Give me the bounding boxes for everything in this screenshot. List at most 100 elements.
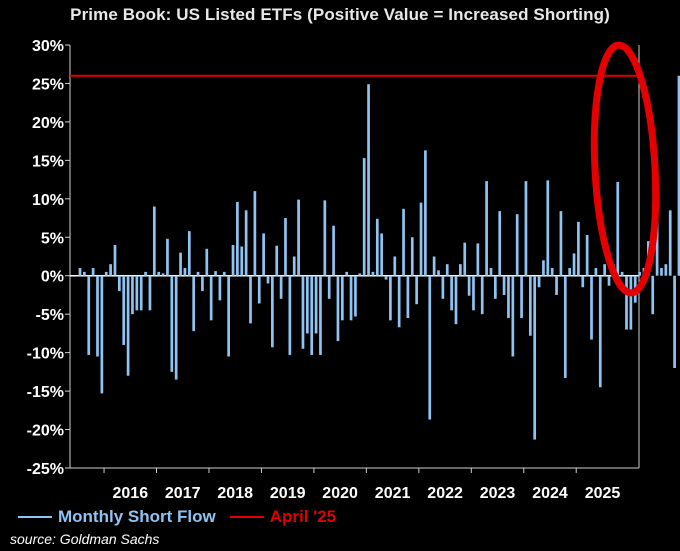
legend-label-monthly-short-flow: Monthly Short Flow xyxy=(58,507,216,526)
bar xyxy=(297,199,300,276)
bar xyxy=(236,201,239,276)
bar xyxy=(192,275,196,332)
bar xyxy=(161,273,165,276)
bar xyxy=(616,181,620,276)
y-tick-label: -25% xyxy=(27,461,64,478)
legend-label-april-25: April '25 xyxy=(269,507,337,526)
bar xyxy=(437,270,440,276)
bar xyxy=(594,268,598,276)
y-tick-label: -20% xyxy=(27,423,64,440)
bar xyxy=(196,271,200,276)
bar xyxy=(279,275,283,299)
bar xyxy=(144,271,147,276)
axis-layer: 30% 25% 20% 15% 10% 5% 0% -5% -10% -15% -20% -25% 20… xyxy=(27,38,640,502)
bar xyxy=(262,233,265,276)
bar xyxy=(384,275,388,280)
bar xyxy=(450,275,453,311)
bar xyxy=(354,275,357,317)
bar xyxy=(332,225,335,276)
bar xyxy=(389,275,392,321)
bar xyxy=(118,275,121,292)
bar xyxy=(301,275,305,349)
bar xyxy=(91,268,95,276)
bar xyxy=(209,275,213,321)
legend: Monthly Short Flow April '25 xyxy=(18,506,350,528)
bar xyxy=(406,275,410,319)
x-tick-label: 2022 xyxy=(427,485,463,502)
bar xyxy=(441,275,445,299)
bar xyxy=(668,210,672,276)
bar xyxy=(677,75,680,276)
bar xyxy=(598,275,602,388)
y-tick-label: 25% xyxy=(32,76,64,93)
chart-title: Prime Book: US Listed ETFs (Positive Val… xyxy=(70,5,610,24)
bar xyxy=(288,275,292,355)
bar xyxy=(179,252,182,276)
bar xyxy=(520,275,523,319)
bar xyxy=(375,218,379,276)
bar xyxy=(174,275,178,380)
y-tick-label: -5% xyxy=(36,307,64,324)
bar xyxy=(244,210,248,276)
bar xyxy=(271,275,274,348)
bar xyxy=(87,275,91,355)
bar xyxy=(227,275,230,357)
bar xyxy=(249,275,252,324)
legend-swatch-red xyxy=(229,516,264,518)
bar xyxy=(152,206,156,276)
bar xyxy=(502,275,506,295)
bar xyxy=(371,271,375,276)
bar xyxy=(380,233,384,276)
bar xyxy=(100,275,104,394)
bar xyxy=(187,231,191,276)
bar xyxy=(166,238,169,276)
bar xyxy=(183,268,187,276)
x-tick-label: 2023 xyxy=(480,485,516,502)
bar xyxy=(550,268,554,276)
source-note: source: Goldman Sachs xyxy=(10,531,160,547)
bar xyxy=(432,256,436,276)
bar xyxy=(113,244,117,276)
bar xyxy=(131,275,134,315)
bar xyxy=(397,275,401,328)
x-tick-label: 2024 xyxy=(532,485,568,502)
x-tick-label: 2017 xyxy=(165,485,201,502)
bar xyxy=(585,234,589,276)
bar xyxy=(222,271,226,276)
y-tick-label: 10% xyxy=(32,192,64,209)
bar xyxy=(83,271,86,276)
bar xyxy=(559,211,563,276)
bar xyxy=(218,275,222,301)
chart-area: 30% 25% 20% 15% 10% 5% 0% -5% -10% -15% -20% -25% 20… xyxy=(27,38,680,502)
bar xyxy=(139,275,143,311)
y-tick-label: -15% xyxy=(27,384,64,401)
bar xyxy=(340,275,344,321)
bar xyxy=(402,208,405,276)
bar xyxy=(214,271,217,276)
bar xyxy=(393,256,397,276)
bar xyxy=(581,275,585,288)
x-tick-label: 2025 xyxy=(585,485,621,502)
bar xyxy=(358,273,362,276)
bar xyxy=(266,275,270,284)
bar xyxy=(284,218,287,276)
overlay-layer xyxy=(70,41,660,297)
bar xyxy=(275,245,279,276)
bar xyxy=(240,246,244,276)
bar xyxy=(349,275,353,321)
bar xyxy=(148,275,152,311)
bar xyxy=(459,264,462,276)
bar xyxy=(590,275,593,340)
bar xyxy=(563,275,567,379)
bar xyxy=(489,268,493,276)
bar xyxy=(327,275,331,299)
bar xyxy=(485,181,488,276)
bar xyxy=(362,158,366,276)
bar xyxy=(493,275,497,299)
bar xyxy=(651,275,655,315)
bar xyxy=(122,275,126,345)
bar xyxy=(104,271,108,276)
y-tick-label: 30% xyxy=(32,38,64,55)
bar xyxy=(568,268,572,276)
bar xyxy=(201,275,204,292)
